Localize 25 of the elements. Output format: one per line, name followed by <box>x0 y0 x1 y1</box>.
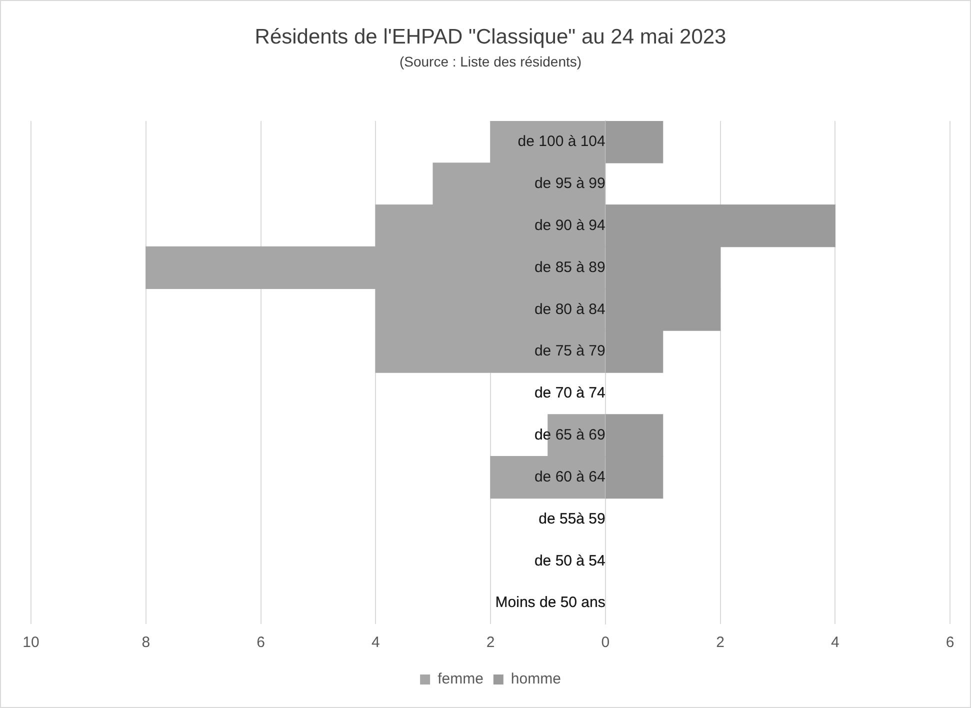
legend-label: femme <box>438 670 484 688</box>
y-tick-label: Moins de 50 ans <box>495 594 606 612</box>
y-tick-label: de 80 à 84 <box>534 300 606 318</box>
x-tick-label: 6 <box>256 634 265 652</box>
y-tick-label: de 50 à 54 <box>534 552 606 570</box>
y-tick-label: de 60 à 64 <box>534 468 606 486</box>
y-tick-label: de 65 à 69 <box>534 426 606 444</box>
x-tick-label: 4 <box>371 634 380 652</box>
chart-subtitle: (Source : Liste des résidents) <box>399 53 582 70</box>
x-tick-label: 0 <box>601 634 610 652</box>
y-tick-label: de 75 à 79 <box>534 342 606 360</box>
legend-label: homme <box>510 670 561 688</box>
x-tick-label: 4 <box>830 634 840 652</box>
x-tick-label: 6 <box>946 634 954 652</box>
y-tick-label: de 95 à 99 <box>534 175 606 192</box>
y-tick-label: de 85 à 89 <box>534 258 606 276</box>
x-tick-label: 8 <box>142 634 150 652</box>
chart-title: Résidents de l'EHPAD "Classique" au 24 mai 2023 <box>254 25 726 48</box>
y-tick-label: de 90 à 94 <box>534 216 606 234</box>
y-tick-label: de 55à 59 <box>538 510 606 528</box>
y-tick-label: de 100 à 104 <box>518 133 606 150</box>
y-tick-label: de 70 à 74 <box>534 384 606 402</box>
x-tick-label: 2 <box>486 634 495 652</box>
x-tick-label: 10 <box>22 634 40 652</box>
x-tick-label: 2 <box>716 634 724 652</box>
